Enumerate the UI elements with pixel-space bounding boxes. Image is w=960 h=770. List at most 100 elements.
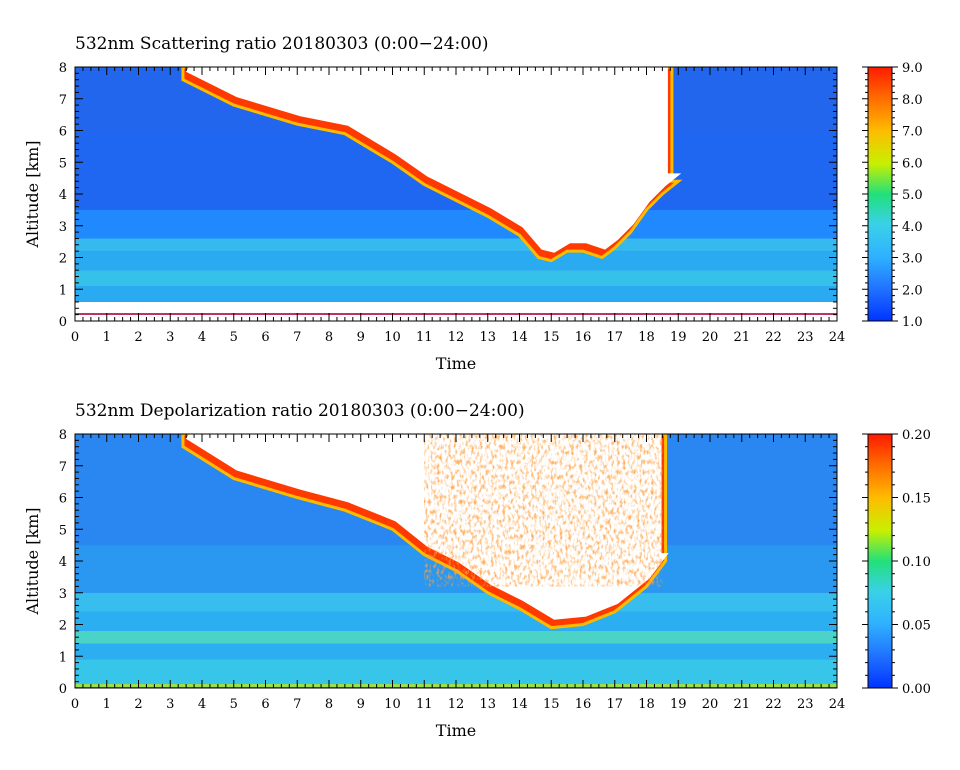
x-tick-label: 8: [325, 697, 333, 712]
x-tick-label: 24: [829, 330, 846, 345]
x-tick-label: 4: [198, 330, 206, 345]
heatmap-area: [75, 67, 837, 321]
y-tick-label: 7: [59, 460, 67, 475]
x-tick-label: 23: [797, 697, 814, 712]
x-tick-label: 7: [293, 330, 301, 345]
y-axis-label: Altitude [km]: [23, 140, 42, 248]
x-tick-label: 23: [797, 330, 814, 345]
colorbar-tick-label: 0.10: [902, 555, 931, 570]
colorbar-tick-label: 6.0: [902, 156, 923, 171]
y-tick-label: 8: [59, 61, 67, 76]
aerosol-layer: [75, 270, 837, 287]
aerosol-layer: [75, 209, 837, 239]
x-tick-label: 16: [575, 330, 592, 345]
x-tick-label: 5: [230, 330, 238, 345]
colorbar-tick-label: 7.0: [902, 125, 923, 140]
x-tick-label: 6: [261, 330, 269, 345]
x-tick-label: 6: [261, 697, 269, 712]
x-tick-label: 12: [448, 330, 465, 345]
y-axis: 0 1 2 3 4 5 6 7 8: [59, 428, 837, 697]
x-tick-label: 18: [638, 330, 655, 345]
speckle-overlay: [424, 434, 663, 587]
y-tick-label: 0: [59, 682, 67, 697]
x-tick-label: 0: [71, 330, 79, 345]
y-tick-label: 7: [59, 93, 67, 108]
colorbar-ticks: 1.0 2.0 3.0 4.0 5.0 6.0 7.0 8.0 9.0: [862, 61, 923, 330]
y-tick-label: 2: [59, 619, 67, 634]
y-tick-label: 1: [59, 650, 67, 665]
aerosol-layer: [75, 251, 837, 271]
x-tick-label: 21: [733, 697, 750, 712]
colorbar-tick-label: 2.0: [902, 283, 923, 298]
colorbar-tick-label: 0.20: [902, 428, 931, 443]
colorbar-ticks: 0.00 0.05 0.10 0.15 0.20: [862, 428, 931, 697]
x-tick-label: 14: [511, 697, 528, 712]
y-axis: 0 1 2 3 4 5 6 7 8: [59, 61, 837, 330]
x-tick-label: 10: [384, 697, 401, 712]
x-axis: 0 1 2 3 4 5 6 7 8 9 10 11 12 13 14 15 16 17 18 19 20 21 22 23 24: [71, 67, 845, 345]
x-tick-label: 13: [479, 697, 496, 712]
y-tick-label: 5: [59, 156, 67, 171]
chart-title: 532nm Scattering ratio 20180303 (0:00−24…: [75, 34, 489, 54]
x-tick-label: 17: [606, 330, 623, 345]
colorbar: 0.00 0.05 0.10 0.15 0.20: [862, 428, 931, 697]
x-axis-label: Time: [436, 354, 476, 373]
colorbar-tick-label: 9.0: [902, 61, 923, 76]
x-tick-label: 9: [357, 697, 365, 712]
x-tick-label: 1: [103, 330, 111, 345]
x-tick-label: 21: [733, 330, 750, 345]
aerosol-layer: [75, 286, 837, 304]
colorbar-gradient: [867, 433, 893, 689]
x-tick-label: 13: [479, 330, 496, 345]
x-tick-label: 15: [543, 330, 560, 345]
aerosol-layer: [75, 630, 837, 644]
colorbar-tick-label: 8.0: [902, 93, 923, 108]
x-tick-label: 22: [765, 330, 782, 345]
y-axis-label: Altitude [km]: [23, 507, 42, 615]
y-tick-label: 4: [59, 188, 67, 203]
aerosol-layer: [75, 592, 837, 612]
x-tick-label: 1: [103, 697, 111, 712]
y-tick-label: 6: [59, 492, 67, 507]
x-tick-label: 2: [134, 330, 142, 345]
surface-gap: [75, 302, 837, 313]
y-tick-label: 3: [59, 220, 67, 235]
chart-title: 532nm Depolarization ratio 20180303 (0:0…: [75, 401, 525, 421]
y-tick-label: 2: [59, 252, 67, 267]
y-tick-label: 6: [59, 125, 67, 140]
x-tick-label: 12: [448, 697, 465, 712]
aerosol-layer: [75, 611, 837, 631]
x-tick-label: 17: [606, 697, 623, 712]
x-axis: 0 1 2 3 4 5 6 7 8 9 10 11 12 13 14 15 16 17 18 19 20 21 22 23 24: [71, 434, 845, 712]
heatmap-area: [75, 434, 837, 688]
y-tick-label: 1: [59, 283, 67, 298]
x-tick-label: 2: [134, 697, 142, 712]
x-tick-label: 5: [230, 697, 238, 712]
panel-depolarization-ratio: 532nm Depolarization ratio 20180303 (0:0…: [23, 401, 931, 740]
colorbar-tick-label: 0.00: [902, 682, 931, 697]
colorbar-tick-label: 0.15: [902, 492, 931, 507]
x-tick-label: 14: [511, 330, 528, 345]
x-tick-label: 0: [71, 697, 79, 712]
x-tick-label: 19: [670, 330, 687, 345]
x-tick-label: 11: [416, 330, 433, 345]
panel-scattering-ratio: 532nm Scattering ratio 20180303 (0:00−24…: [23, 34, 923, 373]
x-axis-label: Time: [436, 721, 476, 740]
x-tick-label: 19: [670, 697, 687, 712]
colorbar-tick-label: 3.0: [902, 252, 923, 267]
x-tick-label: 22: [765, 697, 782, 712]
x-tick-label: 3: [166, 697, 174, 712]
x-tick-label: 24: [829, 697, 846, 712]
colorbar-tick-label: 0.05: [902, 619, 931, 634]
y-tick-label: 4: [59, 555, 67, 570]
colorbar-tick-label: 1.0: [902, 315, 923, 330]
x-tick-label: 20: [702, 330, 719, 345]
x-tick-label: 10: [384, 330, 401, 345]
x-tick-label: 16: [575, 697, 592, 712]
x-tick-label: 20: [702, 697, 719, 712]
colorbar-gradient: [867, 66, 893, 322]
x-tick-label: 9: [357, 330, 365, 345]
colorbar: 1.0 2.0 3.0 4.0 5.0 6.0 7.0 8.0 9.0: [862, 61, 923, 330]
x-tick-label: 7: [293, 697, 301, 712]
